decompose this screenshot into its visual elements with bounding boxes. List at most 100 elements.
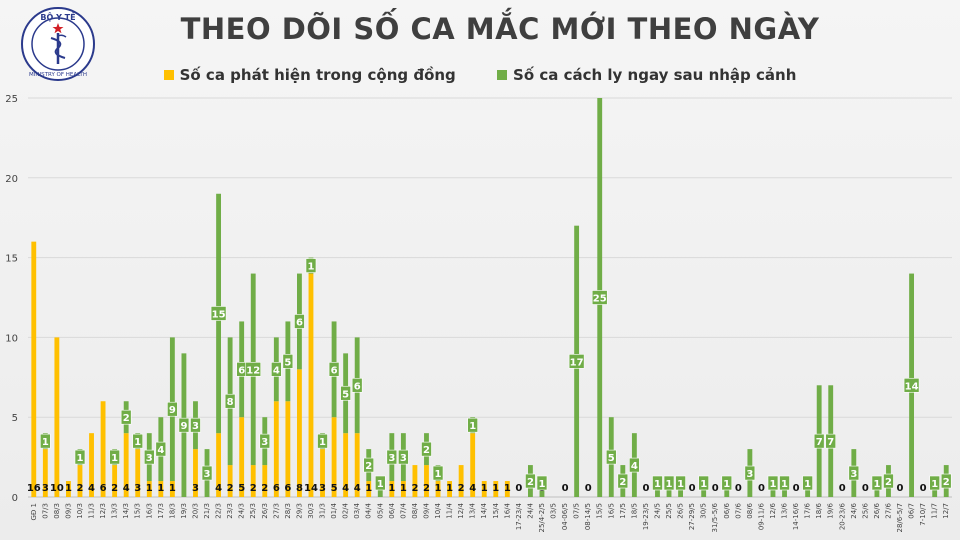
x-tick-label: 23/3 [226,503,234,519]
data-label-quarantine-box [271,362,282,377]
data-label-quarantine: 7 [816,437,823,448]
data-label-community: 1 [388,483,395,494]
data-label-community: 1 [65,483,72,494]
data-label-community: 2 [227,483,234,494]
y-tick-label: 15 [5,254,18,265]
data-label-quarantine-box [398,449,409,465]
data-label-quarantine-box [779,475,790,491]
data-label-quarantine-box [210,306,227,321]
x-tick-label: 05/4 [376,502,384,518]
data-label-quarantine-box [386,449,398,465]
x-tick-label: 03/4 [353,502,361,518]
bar-community [424,465,429,497]
legend-item-quarantine: Số ca cách ly ngay sau nhập cảnh [497,66,796,84]
data-label-quarantine: 1 [307,262,314,273]
data-label-quarantine-box [340,385,351,401]
data-label-quarantine-box [351,377,363,393]
x-tick-label: 10/4 [434,502,442,518]
data-label-quarantine: 25 [593,294,607,305]
data-label-quarantine: 1 [435,469,442,480]
x-tick-label: 31/5-5/6 [711,502,719,532]
data-label-quarantine-box [317,433,328,449]
bar-community [77,465,83,497]
data-label-quarantine-box [848,465,860,481]
x-tick-label: 07/6 [734,502,742,518]
x-tick-label: 08-14/5 [584,503,592,530]
x-tick-label: 25/3 [249,503,257,519]
data-label-community: 0 [839,483,846,494]
data-label-quarantine-box [802,475,813,491]
data-label-quarantine: 1 [538,479,545,490]
data-label-community: 4 [123,483,130,494]
data-label-quarantine: 1 [111,453,118,464]
bar-community [42,449,48,497]
data-label-community: 5 [238,483,245,494]
bar-community [239,417,245,497]
data-label-quarantine: 4 [157,445,164,456]
data-label-quarantine: 1 [76,453,83,464]
data-label-quarantine-box [155,441,167,457]
x-tick-label: 03/5 [550,503,558,519]
x-tick-label: 15/3 [134,503,142,519]
bar-community [146,481,152,497]
x-tick-label: 17/3 [157,503,165,519]
bar-community [100,401,106,497]
x-tick-label: 31/3 [319,503,327,519]
data-label-community: 1 [492,483,499,494]
bar-community [447,481,453,497]
data-label-quarantine-box [536,475,548,491]
bar-community [389,481,395,497]
data-label-quarantine-box [224,393,236,409]
data-label-community: 0 [689,483,696,494]
data-label-community: 2 [261,483,268,494]
x-tick-label: 28/3 [284,503,292,519]
data-label-quarantine-box [698,475,709,491]
data-label-community: 0 [562,483,569,494]
x-tick-label: 09/3 [64,503,72,519]
bar-community [31,241,37,497]
data-label-community: 0 [515,483,522,494]
data-label-quarantine: 12 [246,365,260,376]
x-tick-label: 16/5 [607,503,615,519]
data-label-quarantine-box [568,354,585,369]
data-label-quarantine: 1 [654,479,661,490]
data-label-community: 1 [504,483,511,494]
data-label-quarantine: 1 [134,437,141,448]
data-label-community: 0 [758,483,765,494]
data-label-quarantine: 1 [804,479,811,490]
data-label-quarantine-box [652,475,663,491]
data-label-community: 0 [897,483,904,494]
data-label-quarantine-box [201,465,213,481]
data-label-quarantine-box [328,362,340,377]
bar-community [320,449,325,497]
data-label-quarantine-box [629,457,640,473]
data-label-community: 0 [793,483,800,494]
data-label-quarantine: 6 [354,381,361,392]
y-tick-label: 10 [5,333,18,344]
x-tick-label: 12/7 [942,503,950,519]
data-label-quarantine-box [813,433,825,449]
bar-community [193,449,198,497]
data-label-quarantine: 3 [261,437,268,448]
bar-community [227,465,233,497]
x-tick-label: 18/6 [815,502,823,518]
x-tick-label: 14/4 [480,502,488,518]
legend-item-community: Số ca phát hiện trong cộng đồng [163,66,456,84]
data-label-quarantine-box [245,362,262,377]
x-tick-label: 30/5 [700,503,708,519]
x-tick-label: 11/7 [931,503,939,519]
data-label-quarantine: 1 [873,479,880,490]
legend-swatch-quarantine [497,70,508,80]
data-label-quarantine: 3 [400,453,407,464]
x-tick-label: 27-29/5 [688,503,696,530]
bar-community [285,401,291,497]
data-label-quarantine-box [675,475,686,491]
x-tick-label: 04/4 [365,502,373,518]
caduceus-icon [50,23,67,64]
x-tick-label: 08/6 [746,502,754,518]
data-label-quarantine: 9 [180,421,187,432]
x-tick-label: 26/6 [873,502,881,518]
x-tick-label: 16/4 [503,502,511,518]
x-tick-label: 11/4 [446,502,454,518]
legend-label-quarantine: Số ca cách ly ngay sau nhập cảnh [513,66,797,84]
